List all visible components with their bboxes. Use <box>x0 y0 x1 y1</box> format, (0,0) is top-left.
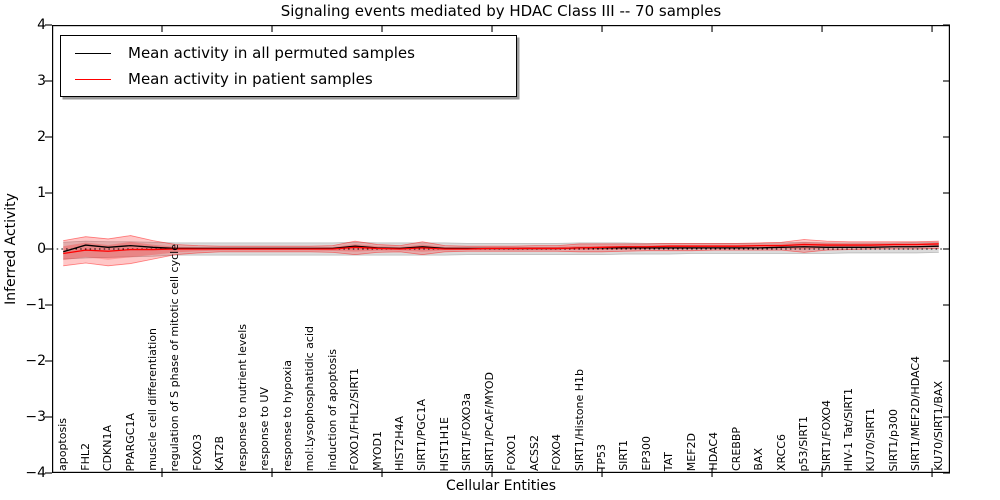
y-tick-label: −4 <box>25 465 46 481</box>
x-tick-label: HIST2H4A <box>392 415 406 471</box>
chart-title: Signaling events mediated by HDAC Class … <box>280 2 722 20</box>
x-tick-label: CREBBP <box>729 427 743 471</box>
x-tick-label: muscle cell differentiation <box>146 328 160 471</box>
x-tick-label: TAT <box>662 451 676 471</box>
x-tick-label: BAX <box>752 448 766 471</box>
x-tick-label: MEF2D <box>684 432 698 471</box>
y-tick-label: 4 <box>37 17 46 33</box>
x-tick-label: SIRT1/p300 <box>886 408 900 471</box>
legend-label-permuted: Mean activity in all permuted samples <box>128 44 415 62</box>
x-tick-label: response to hypoxia <box>280 359 294 471</box>
legend-label-patient: Mean activity in patient samples <box>128 70 373 88</box>
y-tick-label: −2 <box>25 353 46 369</box>
y-tick-label: −3 <box>25 409 46 425</box>
x-tick-label: PPARGC1A <box>123 412 137 471</box>
x-tick-label: regulation of S phase of mitotic cell cy… <box>168 243 182 471</box>
x-tick-label: SIRT1/FOXO3a <box>460 392 474 471</box>
x-tick-label: induction of apoptosis <box>325 349 339 471</box>
x-tick-label: MYOD1 <box>370 431 384 471</box>
patient-samples-range-lower-edge <box>63 248 939 267</box>
y-tick-label: 3 <box>37 73 46 89</box>
x-tick-label: XRCC6 <box>774 434 788 471</box>
x-tick-label: HDAC4 <box>707 432 721 471</box>
x-tick-label: SIRT1 <box>617 440 631 471</box>
x-tick-label: p53/SIRT1 <box>797 415 811 471</box>
x-tick-label: FHL2 <box>78 443 92 471</box>
x-tick-label: FOXO4 <box>550 434 564 471</box>
x-tick-label: SIRT1/MEF2D/HDAC4 <box>909 356 923 471</box>
x-tick-label: KU70/SIRT1/BAX <box>931 381 945 471</box>
x-tick-label: apoptosis <box>56 418 70 471</box>
legend-item-patient: Mean activity in patient samples <box>75 70 516 88</box>
x-tick-label: HIV-1 Tat/SIRT1 <box>841 387 855 471</box>
legend-item-permuted: Mean activity in all permuted samples <box>75 44 516 62</box>
legend-box: Mean activity in all permuted samples Me… <box>60 35 517 97</box>
x-tick-label: FOXO3 <box>190 434 204 471</box>
x-tick-label: FOXO1 <box>505 434 519 471</box>
black-line-sample-icon <box>75 52 111 54</box>
x-tick-label: EP300 <box>639 436 653 471</box>
x-tick-label: SIRT1/PCAF/MYOD <box>482 371 496 471</box>
x-tick-label: HIST1H1E <box>437 416 451 471</box>
y-tick-label: 2 <box>37 129 46 145</box>
x-tick-label: FOXO1/FHL2/SIRT1 <box>348 368 362 471</box>
x-tick-label: KU70/SIRT1 <box>864 407 878 471</box>
x-tick-label: SIRT1/PGC1A <box>415 399 429 471</box>
series-line-patient <box>63 243 939 255</box>
x-tick-label: mol:Lysophosphatidic acid <box>303 325 317 471</box>
y-tick-label: −1 <box>25 297 46 313</box>
x-tick-label: TP53 <box>595 443 609 471</box>
patient-samples-range-band <box>63 235 939 266</box>
permuted-samples-range-lower-edge <box>63 251 939 260</box>
permuted-samples-range-upper-edge <box>63 240 939 244</box>
x-tick-label: ACSS2 <box>527 435 541 471</box>
x-tick-label: KAT2B <box>213 436 227 471</box>
patient-samples-range-upper-edge <box>63 235 939 247</box>
y-tick-label: 0 <box>37 241 46 257</box>
x-tick-label: SIRT1/Histone H1b <box>572 368 586 471</box>
x-tick-label: CDKN1A <box>101 424 115 471</box>
plot-canvas <box>45 24 950 477</box>
red-line-sample-icon <box>75 78 111 80</box>
y-tick-label: 1 <box>37 185 46 201</box>
x-tick-label: SIRT1/FOXO4 <box>819 399 833 471</box>
x-tick-label: response to UV <box>258 387 272 471</box>
x-tick-label: response to nutrient levels <box>235 323 249 471</box>
x-axis-label: Cellular Entities <box>445 478 557 494</box>
